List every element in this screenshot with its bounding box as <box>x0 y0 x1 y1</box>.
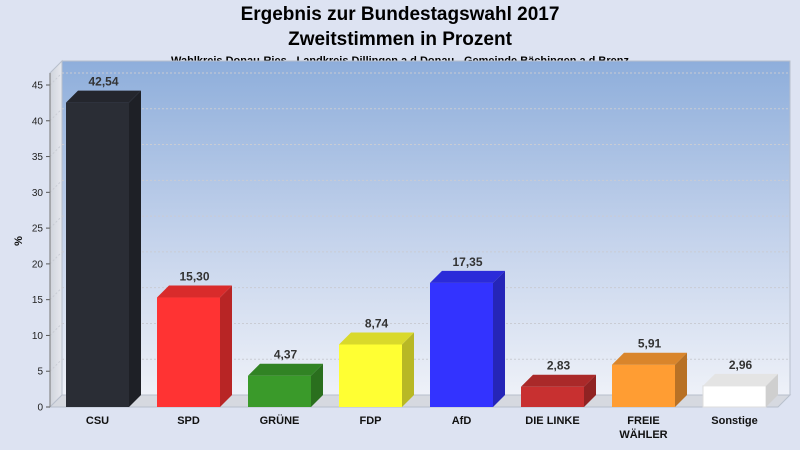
gridline-side <box>49 215 63 229</box>
bar-front <box>430 282 493 407</box>
bar-value-label: 15,30 <box>179 270 209 284</box>
bar-top <box>703 373 778 386</box>
y-axis-label: % <box>13 236 25 246</box>
gridline-side <box>49 358 63 372</box>
bar-side <box>129 90 141 408</box>
y-tick-label: 10 <box>32 331 44 342</box>
bar-top <box>521 374 596 387</box>
bar-side <box>220 285 232 407</box>
gridline-side <box>49 144 63 157</box>
category-label: AfD <box>452 415 472 427</box>
y-tick-label: 25 <box>32 224 44 235</box>
bar-front <box>339 344 402 407</box>
gridline-side <box>49 251 63 265</box>
bar-front <box>702 385 767 408</box>
category-label: GRÜNE <box>260 414 300 427</box>
y-tick-label: 20 <box>32 259 44 270</box>
y-tick-label: 5 <box>37 367 43 378</box>
y-tick-label: 45 <box>32 81 44 92</box>
y-tick-label: 35 <box>32 152 44 163</box>
bar-side <box>311 363 323 407</box>
category-label: SPD <box>177 415 200 427</box>
bar-value-label: 4,37 <box>274 348 298 362</box>
gridline-side <box>49 179 63 193</box>
chart-title: Ergebnis zur Bundestagswahl 2017 <box>240 4 560 25</box>
gridline-side <box>49 72 63 86</box>
gridline-side <box>49 287 63 301</box>
category-label: FREIE <box>627 415 659 427</box>
bar-value-label: 42,54 <box>88 75 118 89</box>
bar-value-label: 2,96 <box>729 358 753 372</box>
bar-side <box>584 374 596 407</box>
bar-top <box>612 352 687 365</box>
bar-value-label: 2,83 <box>547 359 571 373</box>
y-tick-label: 30 <box>32 188 44 199</box>
bar-value-label: 8,74 <box>365 316 389 330</box>
category-label: DIE LINKE <box>525 415 579 427</box>
bar-front <box>157 297 220 407</box>
bar-top <box>157 285 232 298</box>
category-label: Sonstige <box>711 415 757 427</box>
chart-subtitle: Zweitstimmen in Prozent <box>288 29 512 50</box>
bar-top <box>430 270 505 283</box>
category-label: CSU <box>86 415 109 427</box>
category-label: WÄHLER <box>619 428 667 441</box>
y-tick-label: 0 <box>37 403 43 414</box>
bar-top <box>339 332 414 345</box>
gridline-side <box>49 108 63 122</box>
bar-side <box>402 332 414 407</box>
category-label: FDP <box>360 415 382 427</box>
bar-top <box>66 90 141 103</box>
bar-side <box>493 270 505 407</box>
bar-front <box>248 375 311 407</box>
bar-front <box>612 364 675 407</box>
bar-front <box>521 386 584 407</box>
bar-value-label: 17,35 <box>452 255 482 269</box>
bar-side <box>675 352 687 407</box>
y-tick-label: 40 <box>32 116 44 127</box>
y-tick-label: 15 <box>32 295 44 306</box>
bar-front <box>66 102 129 408</box>
plot-side-wall <box>49 59 63 409</box>
bar-top <box>248 363 323 376</box>
bar-side <box>766 373 778 407</box>
gridline-side <box>49 323 63 336</box>
bar-value-label: 5,91 <box>638 337 662 351</box>
